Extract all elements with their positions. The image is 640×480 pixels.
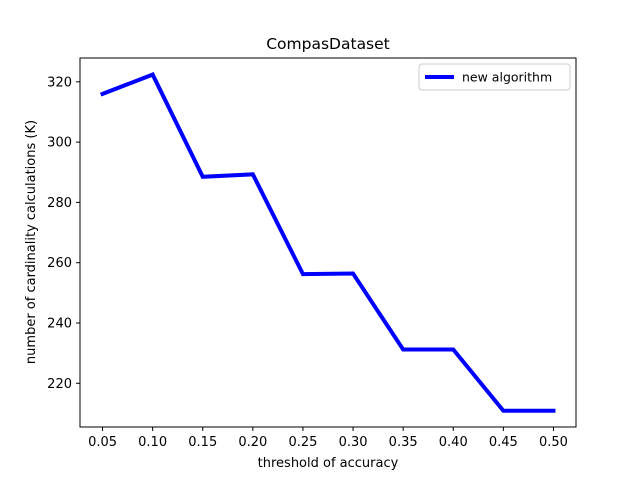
x-tick-label: 0.30 (339, 435, 368, 450)
x-tick-label: 0.15 (188, 435, 217, 450)
x-tick-label: 0.25 (288, 435, 317, 450)
plot-area: 0.05 0.10 0.15 0.20 0.25 0.30 0.35 0.40 0.45 0.50… (47, 57, 577, 450)
y-tick-label: 240 (47, 316, 72, 331)
y-tick-label: 320 (47, 75, 72, 90)
x-tick-label: 0.10 (138, 435, 167, 450)
legend-box (418, 63, 571, 91)
x-tick-label: 0.45 (489, 435, 518, 450)
y-tick-label: 280 (47, 196, 72, 211)
x-tick-label: 0.40 (439, 435, 468, 450)
y-axis-label: number of cardinality calculations (K) (24, 120, 39, 364)
y-tick-label: 220 (47, 377, 72, 392)
x-axis-label: threshold of accuracy (258, 456, 399, 471)
x-tick-label: 0.50 (539, 435, 568, 450)
x-tick-label: 0.05 (88, 435, 117, 450)
series-line-0 (99, 72, 556, 413)
x-tick-label: 0.35 (389, 435, 418, 450)
legend-label: new algorithm (462, 70, 552, 85)
chart-title: CompasDataset (266, 35, 390, 53)
y-tick-label: 300 (47, 136, 72, 151)
y-tick-label: 260 (47, 256, 72, 271)
x-tick-label: 0.20 (238, 435, 267, 450)
axes-frame (79, 57, 577, 428)
